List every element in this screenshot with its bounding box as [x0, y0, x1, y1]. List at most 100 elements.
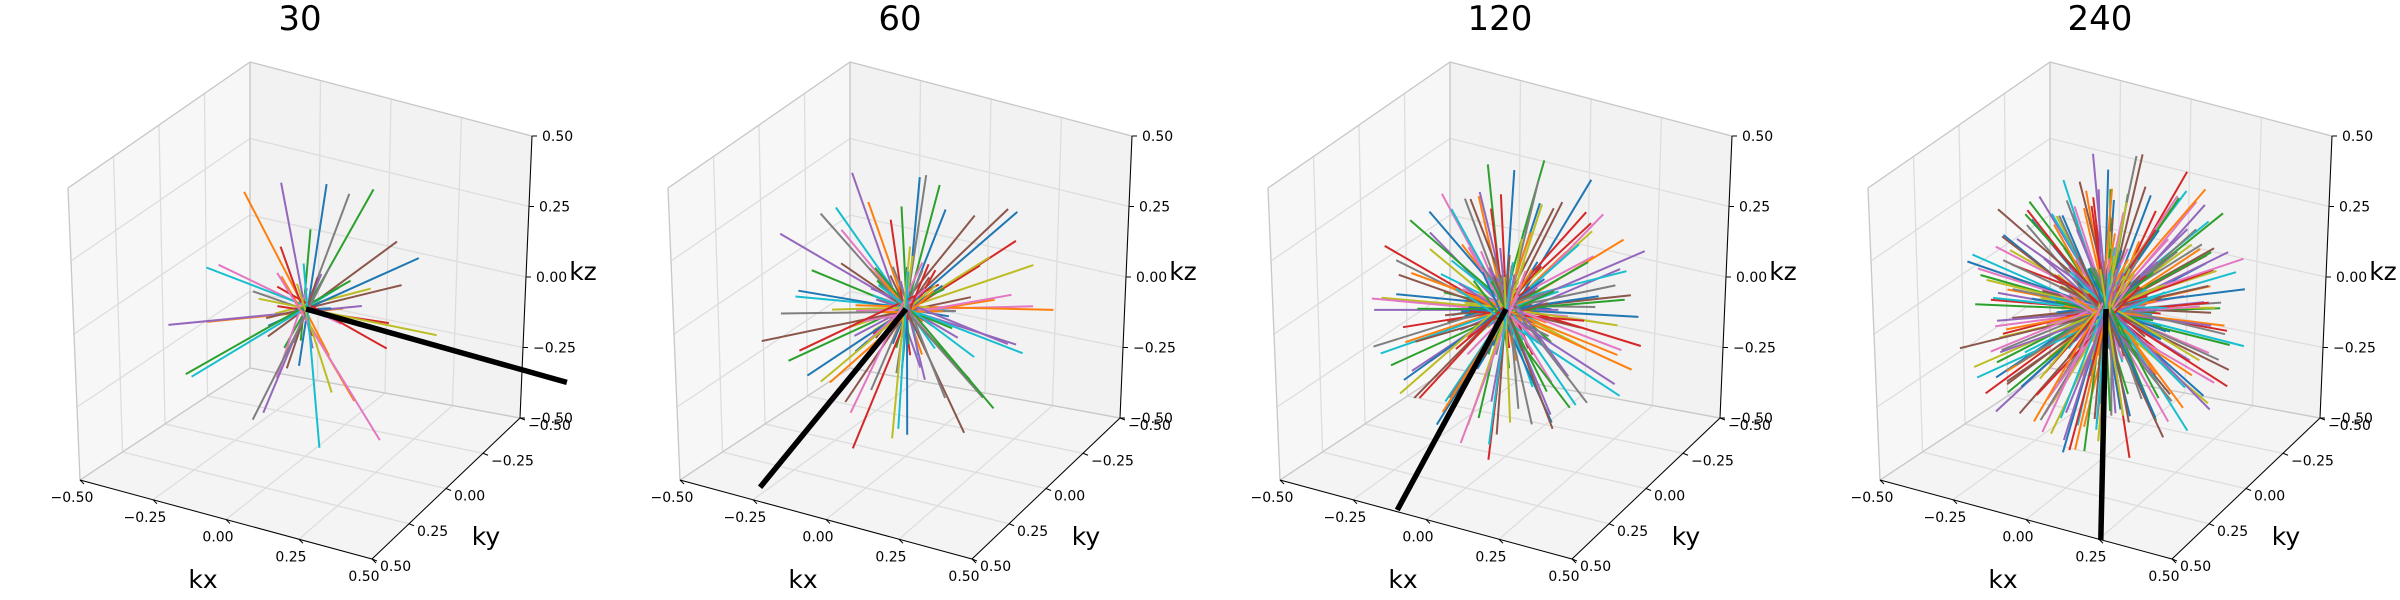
gridline — [1922, 451, 2210, 525]
spoke-line — [1490, 280, 1548, 393]
pane-edge — [679, 367, 851, 481]
gridline — [712, 156, 724, 453]
x-tick-label: −0.25 — [1324, 510, 1367, 526]
x-tick — [298, 538, 304, 544]
gridline — [1912, 156, 1924, 453]
spoke-line — [1472, 280, 1571, 409]
y-tick-label: −0.50 — [2328, 418, 2371, 434]
gridline — [1964, 423, 2247, 490]
x-tick — [825, 519, 831, 524]
x-tick-label: −0.50 — [651, 490, 694, 506]
gridline — [1051, 117, 1063, 406]
y-tick-label: −0.25 — [1691, 453, 1734, 469]
z-tick-label: −0.50 — [530, 411, 573, 427]
gridline — [2098, 405, 2253, 540]
gridline — [673, 214, 851, 335]
gridline — [112, 156, 124, 453]
y-tick-label: −0.50 — [1128, 418, 1171, 434]
spoke-line — [881, 282, 984, 399]
spokes — [1959, 153, 2246, 459]
z-tick-label: 0.50 — [542, 129, 573, 145]
gridline — [249, 137, 530, 208]
spoke-line — [2099, 269, 2125, 416]
spoke-line — [1464, 301, 1618, 327]
pane-edge — [79, 367, 251, 481]
z-axis-label: kz — [1169, 257, 1197, 286]
gridline — [1873, 214, 2051, 335]
y-tick-label: 0.00 — [1054, 489, 1085, 505]
spoke-line — [1503, 276, 1512, 423]
gridline — [73, 214, 251, 335]
z-tick-label: 0.50 — [1742, 129, 1773, 145]
x-axis-label: kx — [1988, 565, 2017, 594]
gridline — [164, 423, 447, 490]
z-tick-label: 0.25 — [2339, 200, 2370, 216]
x-tick-label: −0.25 — [1924, 510, 1967, 526]
y-tick — [2208, 523, 2215, 527]
subplot-60: −0.50−0.50−0.50−0.25−0.25−0.250.000.000.… — [651, 0, 1197, 594]
gridline — [451, 117, 463, 406]
pane-floor — [1280, 368, 1720, 559]
x-tick-label: 0.00 — [1402, 530, 1433, 546]
spoke-line — [2053, 274, 2228, 388]
y-tick-label: −0.25 — [1091, 453, 1134, 469]
pane-edge — [849, 61, 1133, 137]
y-tick-label: 0.25 — [1617, 524, 1648, 540]
z-tick-label: 0.00 — [1136, 270, 1167, 286]
spoke-line — [2072, 296, 2193, 377]
highlight-spoke — [757, 307, 909, 489]
pane-edge — [1449, 61, 1733, 137]
x-tick-label: 0.25 — [275, 549, 306, 565]
pane-back — [250, 62, 532, 418]
spoke-line — [302, 263, 321, 448]
pane-edge — [667, 187, 681, 481]
spoke-line — [251, 267, 331, 421]
x-tick — [1425, 519, 1431, 524]
pane-floor — [680, 368, 1120, 559]
spoke-line — [849, 262, 924, 414]
spoke-line — [276, 272, 381, 441]
x-tick-label: 0.00 — [802, 530, 833, 546]
x-tick-label: 0.25 — [2075, 549, 2106, 565]
x-axis-label: kx — [188, 565, 217, 594]
gridline — [2049, 137, 2330, 208]
subplot-120: −0.50−0.50−0.50−0.25−0.25−0.250.000.000.… — [1251, 0, 1797, 594]
gridline — [764, 423, 1047, 490]
y-tick-label: −0.25 — [2291, 453, 2334, 469]
y-tick-label: 0.25 — [2217, 524, 2248, 540]
spoke-line — [1390, 290, 1555, 367]
x-tick — [1879, 479, 1885, 485]
pane-edge — [1267, 61, 1451, 189]
x-tick-label: 0.50 — [1548, 569, 1579, 585]
subplot-30: −0.50−0.50−0.50−0.25−0.25−0.250.000.000.… — [51, 0, 597, 594]
spoke-line — [855, 304, 1054, 311]
spoke-line — [2062, 262, 2121, 441]
z-axis-label: kz — [2369, 257, 2397, 286]
spoke-line — [2077, 285, 2173, 402]
spokes — [1371, 160, 1646, 460]
x-tick-label: −0.50 — [1251, 490, 1294, 506]
subplot-title: 240 — [2068, 0, 2133, 39]
spoke-line — [298, 183, 328, 366]
spoke-line — [2006, 287, 2143, 383]
z-tick-label: −0.50 — [2330, 411, 2373, 427]
z-tick-label: 0.50 — [1142, 129, 1173, 145]
x-axis-label: kx — [788, 565, 817, 594]
y-tick-label: 0.50 — [980, 559, 1011, 575]
spoke-line — [296, 283, 333, 393]
z-tick-label: 0.25 — [1139, 200, 1170, 216]
spoke-line — [2068, 266, 2211, 411]
gridline — [1498, 405, 1653, 540]
spoke-line — [191, 286, 340, 378]
y-tick — [971, 558, 978, 562]
x-tick — [1352, 499, 1358, 505]
gridline — [249, 214, 527, 278]
z-tick-label: −0.25 — [1133, 341, 1176, 357]
spoke-line — [2069, 271, 2186, 389]
z-tick-label: −0.25 — [2333, 341, 2376, 357]
y-tick — [371, 558, 378, 562]
gridline — [722, 451, 1010, 525]
z-axis-label: kz — [569, 257, 597, 286]
pane-edge — [1279, 367, 1451, 481]
